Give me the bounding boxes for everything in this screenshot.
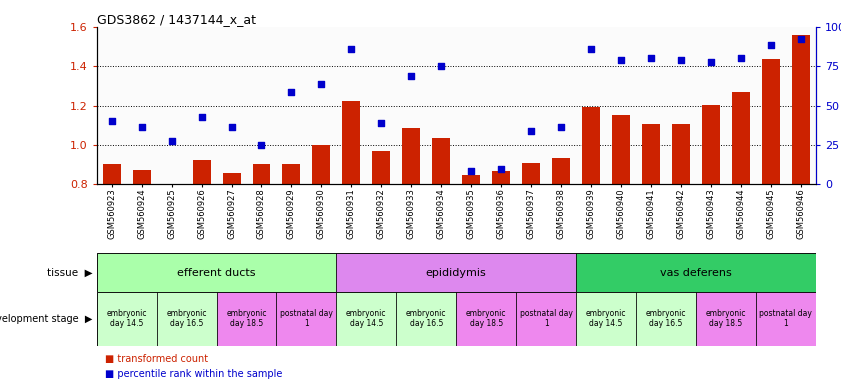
Bar bbox=[402, 128, 420, 184]
Text: embryonic
day 14.5: embryonic day 14.5 bbox=[346, 309, 387, 328]
Point bbox=[764, 41, 778, 48]
Point bbox=[674, 57, 688, 63]
Text: ■ percentile rank within the sample: ■ percentile rank within the sample bbox=[105, 369, 283, 379]
Point bbox=[374, 120, 388, 126]
Point bbox=[225, 124, 238, 130]
Bar bbox=[223, 174, 241, 184]
Text: postnatal day
1: postnatal day 1 bbox=[280, 309, 333, 328]
Bar bbox=[576, 292, 636, 346]
Bar bbox=[103, 164, 120, 184]
Text: embryonic
day 16.5: embryonic day 16.5 bbox=[646, 309, 686, 328]
Point bbox=[614, 57, 627, 63]
Bar bbox=[756, 292, 816, 346]
Point bbox=[525, 128, 538, 134]
Text: ■ transformed count: ■ transformed count bbox=[105, 354, 209, 364]
Bar bbox=[456, 292, 516, 346]
Text: tissue  ▶: tissue ▶ bbox=[47, 268, 93, 278]
Point bbox=[495, 166, 508, 172]
Point bbox=[315, 81, 328, 87]
Bar bbox=[612, 116, 630, 184]
Bar bbox=[373, 151, 390, 184]
Point bbox=[584, 45, 598, 51]
Bar bbox=[576, 27, 816, 184]
Bar bbox=[576, 253, 816, 292]
Text: development stage  ▶: development stage ▶ bbox=[0, 314, 93, 324]
Bar bbox=[156, 292, 216, 346]
Bar bbox=[762, 60, 780, 184]
Bar bbox=[732, 92, 750, 184]
Bar bbox=[277, 292, 336, 346]
Point bbox=[255, 142, 268, 148]
Bar bbox=[522, 163, 540, 184]
Bar bbox=[283, 164, 300, 184]
Point bbox=[794, 36, 807, 42]
Point bbox=[464, 167, 478, 174]
Bar bbox=[133, 170, 151, 184]
Bar bbox=[696, 292, 756, 346]
Bar bbox=[791, 35, 810, 184]
Bar bbox=[463, 175, 480, 184]
Text: embryonic
day 18.5: embryonic day 18.5 bbox=[466, 309, 506, 328]
Point bbox=[285, 89, 299, 95]
Point bbox=[135, 124, 148, 130]
Bar bbox=[336, 292, 396, 346]
Point bbox=[734, 55, 748, 61]
Point bbox=[195, 114, 209, 121]
Point bbox=[105, 118, 119, 124]
Bar bbox=[252, 164, 271, 184]
Bar bbox=[342, 101, 360, 184]
Point bbox=[165, 138, 178, 144]
Bar bbox=[336, 253, 576, 292]
Bar bbox=[642, 124, 660, 184]
Point bbox=[405, 73, 418, 79]
Bar bbox=[396, 292, 456, 346]
Bar bbox=[336, 27, 576, 184]
Point bbox=[704, 59, 717, 65]
Bar bbox=[516, 292, 576, 346]
Bar bbox=[552, 158, 570, 184]
Bar bbox=[217, 292, 277, 346]
Bar bbox=[582, 107, 600, 184]
Text: postnatal day
1: postnatal day 1 bbox=[520, 309, 573, 328]
Point bbox=[345, 45, 358, 51]
Bar bbox=[97, 253, 336, 292]
Bar bbox=[636, 292, 696, 346]
Text: embryonic
day 16.5: embryonic day 16.5 bbox=[167, 309, 207, 328]
Bar bbox=[312, 145, 331, 184]
Bar bbox=[672, 124, 690, 184]
Text: efferent ducts: efferent ducts bbox=[177, 268, 256, 278]
Bar bbox=[97, 27, 336, 184]
Point bbox=[554, 124, 568, 130]
Text: embryonic
day 18.5: embryonic day 18.5 bbox=[226, 309, 267, 328]
Bar bbox=[193, 160, 210, 184]
Text: vas deferens: vas deferens bbox=[660, 268, 732, 278]
Text: GDS3862 / 1437144_x_at: GDS3862 / 1437144_x_at bbox=[97, 13, 256, 26]
Text: embryonic
day 14.5: embryonic day 14.5 bbox=[107, 309, 147, 328]
Text: epididymis: epididymis bbox=[426, 268, 487, 278]
Text: embryonic
day 16.5: embryonic day 16.5 bbox=[406, 309, 447, 328]
Bar bbox=[492, 170, 510, 184]
Text: postnatal day
1: postnatal day 1 bbox=[759, 309, 812, 328]
Bar bbox=[97, 292, 156, 346]
Text: embryonic
day 14.5: embryonic day 14.5 bbox=[586, 309, 627, 328]
Point bbox=[435, 63, 448, 70]
Bar bbox=[432, 138, 450, 184]
Point bbox=[644, 55, 658, 61]
Text: embryonic
day 18.5: embryonic day 18.5 bbox=[706, 309, 746, 328]
Bar bbox=[702, 104, 720, 184]
